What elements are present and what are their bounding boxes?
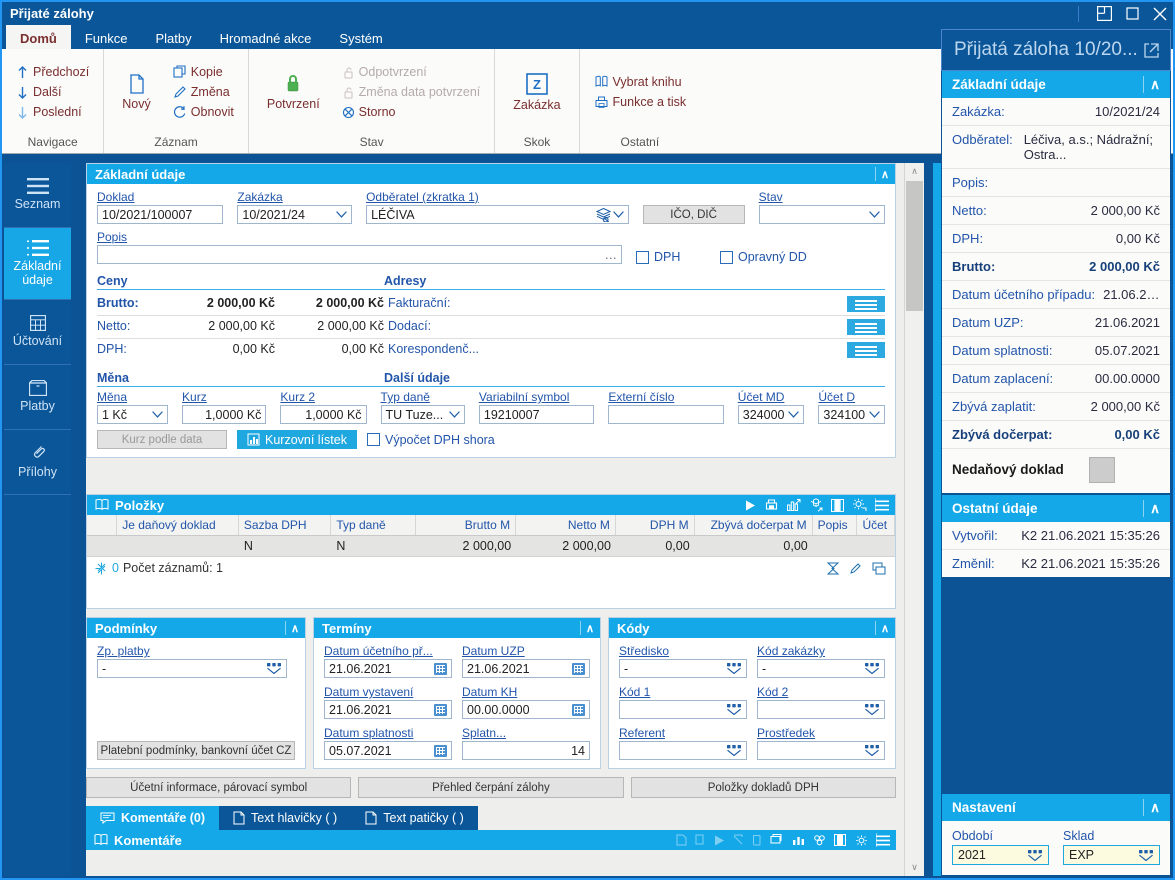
svg-text:Z: Z (533, 77, 541, 92)
